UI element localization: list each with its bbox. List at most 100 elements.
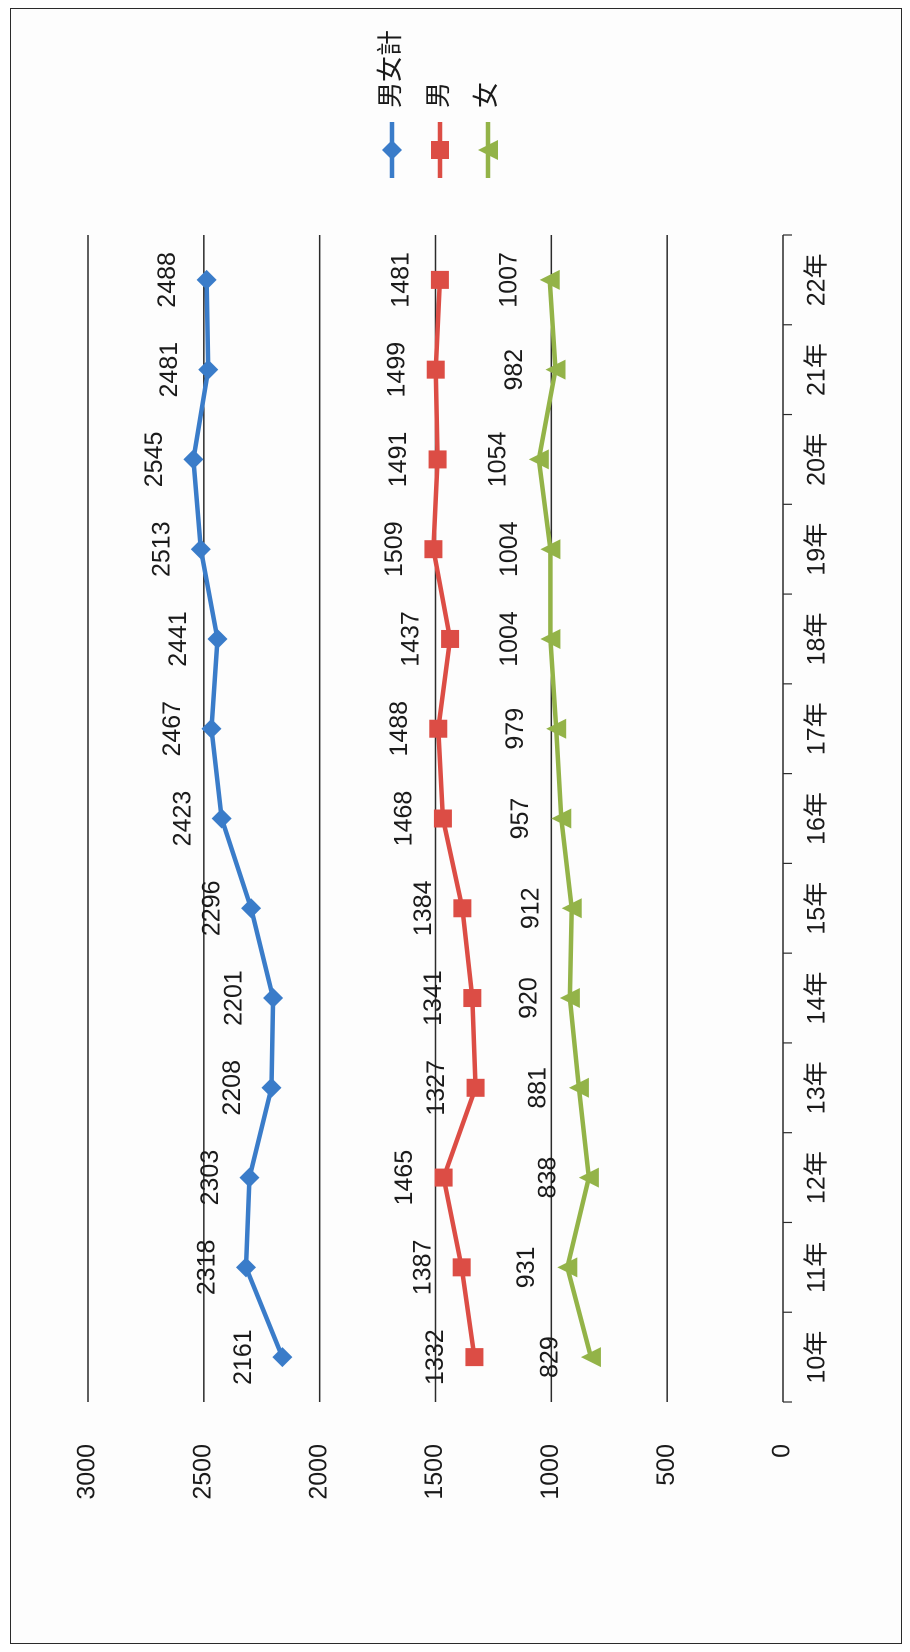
data-point-square [466, 1078, 485, 1097]
data-point-square [428, 450, 447, 469]
data-point-diamond [207, 628, 228, 649]
category-label: 16年 [803, 792, 831, 845]
data-label: 1465 [390, 1150, 418, 1206]
data-point-triangle [478, 140, 498, 160]
data-point-diamond [241, 898, 262, 919]
value-tick-label: 0 [768, 1444, 796, 1458]
data-label: 2545 [140, 432, 168, 488]
data-label: 2488 [153, 252, 181, 308]
data-point-triangle [540, 539, 561, 560]
data-label: 1004 [495, 521, 523, 577]
data-label: 1007 [494, 252, 522, 308]
data-label: 829 [536, 1336, 564, 1378]
data-point-diamond [235, 1257, 256, 1278]
data-point-diamond [263, 988, 284, 1009]
data-label: 1332 [421, 1329, 449, 1385]
data-label: 1491 [384, 432, 412, 488]
data-point-triangle [557, 1257, 578, 1278]
category-label: 11年 [803, 1242, 831, 1293]
data-label: 2481 [155, 342, 183, 398]
data-label: 920 [514, 977, 542, 1019]
data-label: 1054 [483, 432, 511, 488]
legend-label: 男 [423, 82, 453, 108]
data-label: 1384 [409, 880, 437, 936]
data-label: 2208 [218, 1060, 246, 1116]
data-point-diamond [261, 1077, 282, 1098]
chart-frame [10, 8, 902, 1644]
data-point-square [426, 360, 445, 379]
data-point-square [465, 1348, 484, 1367]
data-point-triangle [568, 1077, 589, 1098]
data-label: 2296 [198, 880, 226, 936]
data-point-triangle [539, 269, 560, 290]
category-label: 14年 [803, 972, 831, 1025]
data-point-diamond [183, 449, 204, 470]
data-point-triangle [546, 718, 567, 739]
data-point-square [452, 1258, 471, 1277]
data-point-triangle [551, 808, 572, 829]
value-tick-label: 2000 [304, 1444, 332, 1500]
data-label: 1468 [390, 791, 418, 847]
value-tick-label: 1500 [420, 1444, 448, 1500]
data-point-triangle [559, 988, 580, 1009]
data-label: 838 [533, 1157, 561, 1199]
data-label: 1327 [422, 1060, 450, 1116]
data-label: 979 [501, 708, 529, 750]
category-label: 10年 [803, 1331, 831, 1384]
data-point-diamond [190, 539, 211, 560]
category-label: 21年 [803, 343, 831, 396]
category-label: 18年 [803, 613, 831, 666]
category-label: 13年 [803, 1061, 831, 1114]
data-point-triangle [578, 1167, 599, 1188]
data-point-square [431, 141, 449, 159]
data-point-diamond [272, 1347, 293, 1368]
value-tick-label: 1000 [536, 1444, 564, 1500]
category-label: 12年 [803, 1151, 831, 1204]
data-point-square [441, 629, 460, 648]
data-label: 1481 [387, 252, 415, 308]
data-label: 2161 [229, 1329, 257, 1385]
data-label: 2467 [158, 701, 186, 757]
data-point-diamond [198, 359, 219, 380]
legend-label: 男女計 [375, 30, 405, 108]
data-label: 2513 [147, 521, 175, 577]
value-tick-label: 500 [652, 1444, 680, 1486]
category-label: 20年 [803, 433, 831, 486]
value-tick-label: 3000 [73, 1444, 101, 1500]
data-label: 931 [512, 1246, 540, 1288]
data-point-square [433, 809, 452, 828]
data-point-triangle [545, 359, 566, 380]
data-point-diamond [196, 269, 217, 290]
data-point-diamond [211, 808, 232, 829]
data-point-square [434, 1168, 453, 1187]
data-point-triangle [580, 1347, 601, 1368]
data-label: 1437 [397, 611, 425, 667]
category-label: 15年 [803, 882, 831, 935]
data-point-diamond [201, 718, 222, 739]
category-label: 19年 [803, 523, 831, 576]
data-label: 2303 [196, 1150, 224, 1206]
data-label: 2201 [220, 970, 248, 1026]
data-point-triangle [540, 628, 561, 649]
data-point-square [424, 540, 443, 559]
data-point-triangle [561, 898, 582, 919]
data-label: 1509 [380, 521, 408, 577]
data-point-triangle [528, 449, 549, 470]
data-point-square [463, 989, 482, 1008]
data-label: 1499 [382, 342, 410, 398]
data-label: 1387 [408, 1240, 436, 1296]
data-label: 957 [506, 798, 534, 840]
data-label: 2441 [164, 611, 192, 667]
data-point-diamond [382, 140, 402, 160]
value-tick-label: 2500 [188, 1444, 216, 1500]
category-label: 22年 [803, 253, 831, 306]
data-label: 2318 [193, 1240, 221, 1296]
data-label: 1488 [385, 701, 413, 757]
data-label: 982 [500, 349, 528, 391]
data-label: 912 [516, 887, 544, 929]
data-label: 1004 [495, 611, 523, 667]
data-point-square [430, 270, 449, 289]
data-point-square [429, 719, 448, 738]
data-label: 1341 [419, 970, 447, 1026]
